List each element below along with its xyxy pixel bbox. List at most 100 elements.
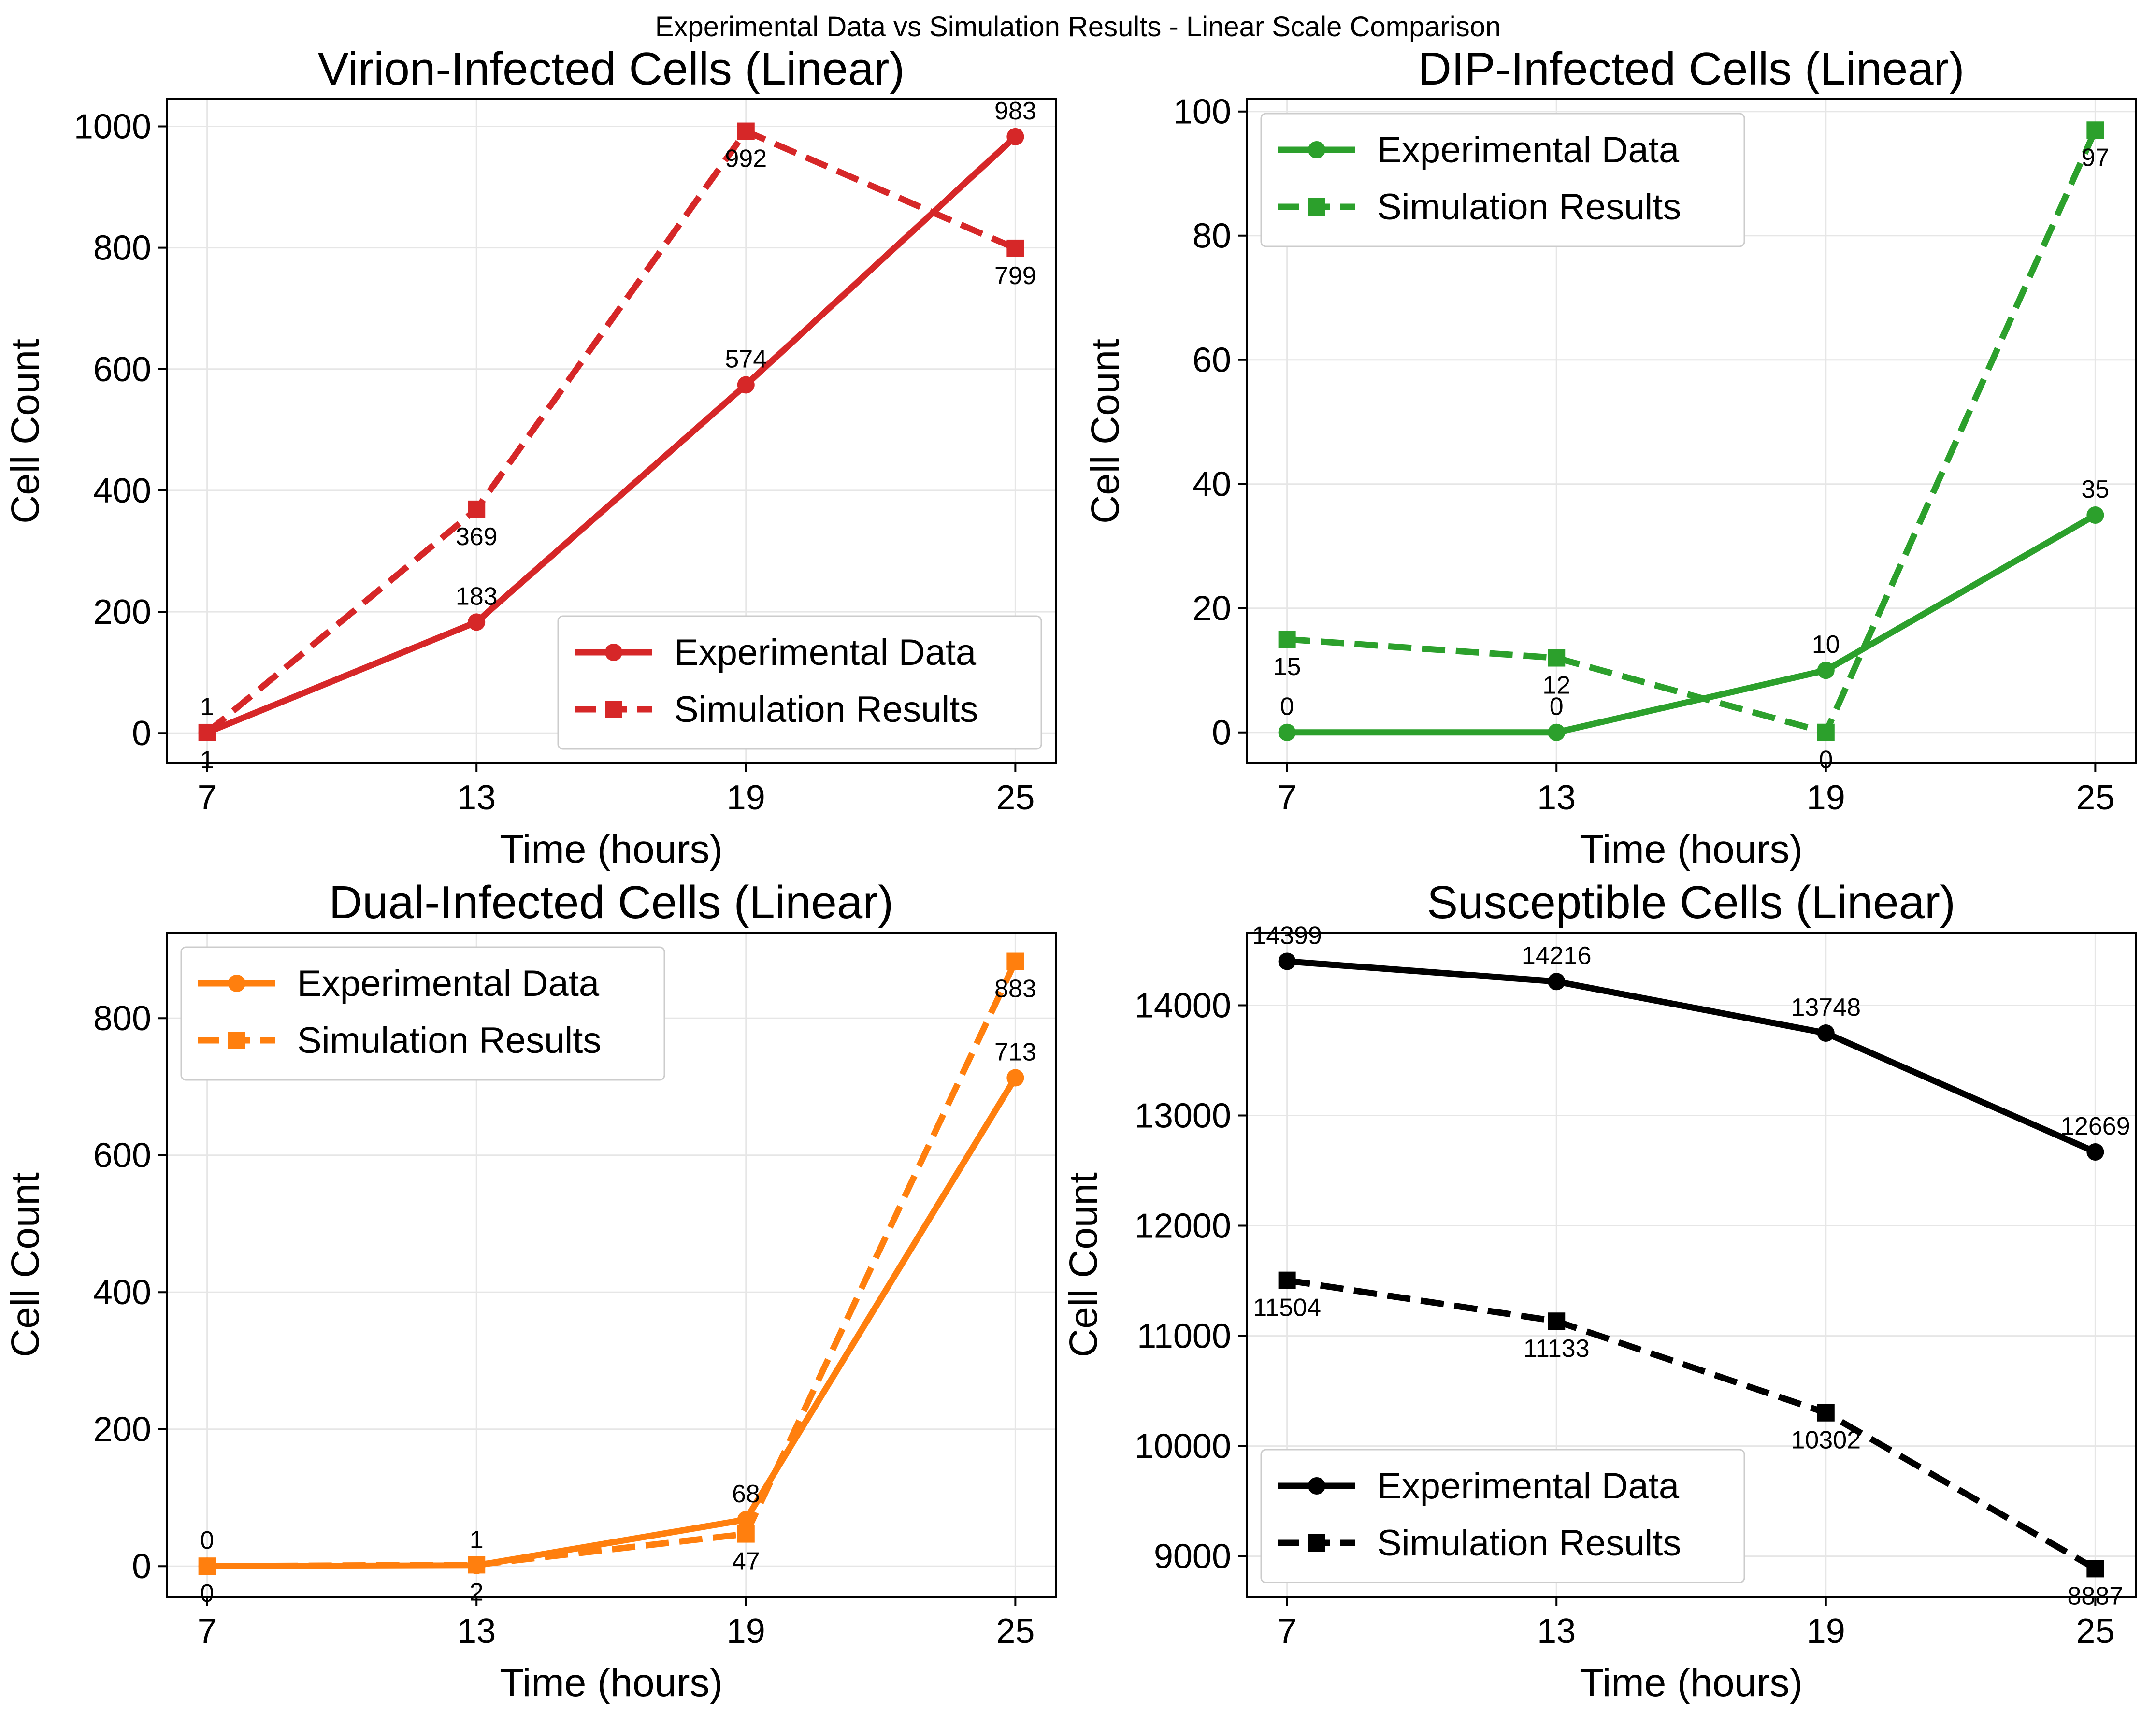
susceptible-data-label: 13748 — [1791, 993, 1861, 1021]
dual-chart-title: Dual-Infected Cells (Linear) — [329, 877, 894, 928]
susceptible-x-tick-label: 19 — [1807, 1612, 1845, 1651]
dual-y-tick-label: 400 — [93, 1273, 151, 1312]
dip-data-label: 10 — [1812, 631, 1840, 659]
dip-axes-frame — [1246, 98, 2137, 764]
dip-y-tick-label: 100 — [1173, 93, 1231, 131]
legend-swatch-marker — [1308, 1477, 1325, 1495]
legend-swatch-marker — [605, 644, 622, 661]
susceptible-data-label: 14216 — [1522, 942, 1592, 970]
dip-x-tick-label: 13 — [1537, 778, 1576, 817]
susceptible-x-tick-label: 25 — [2076, 1612, 2114, 1651]
virion-chart-title: Virion-Infected Cells (Linear) — [318, 43, 905, 95]
virion-data-label: 574 — [725, 345, 767, 373]
dip-series-experimental-line — [1287, 512, 2097, 736]
virion-x-tick-label: 25 — [996, 778, 1035, 817]
susceptible-data-label: 12669 — [2060, 1112, 2130, 1140]
susceptible-experimental-point — [1548, 973, 1566, 991]
susceptible-y-tick-label: 13000 — [1135, 1097, 1231, 1136]
legend-entry-label: Experimental Data — [1377, 129, 1680, 171]
legend-swatch-marker — [1308, 198, 1325, 216]
dip-y-tick-label: 60 — [1193, 341, 1231, 380]
virion-x-tick-label: 13 — [457, 778, 496, 817]
dip-x-axis-label: Time (hours) — [1580, 827, 1803, 871]
dip-y-tick-label: 40 — [1193, 465, 1231, 504]
dual-x-tick-label: 19 — [727, 1612, 765, 1651]
dip-experimental-point — [1278, 723, 1296, 741]
legend-entry-label: Experimental Data — [674, 632, 977, 673]
susceptible-legend: Experimental Data Simulation Results — [1260, 1449, 1745, 1583]
virion-experimental-point — [737, 376, 755, 394]
virion-series-experimental-line — [206, 134, 1018, 735]
virion-simulation-point — [1006, 239, 1024, 257]
dip-data-label: 97 — [2081, 144, 2109, 172]
virion-y-tick-label: 800 — [93, 229, 151, 268]
virion-data-label: 983 — [994, 97, 1036, 125]
dip-simulation-point — [1278, 630, 1296, 648]
susceptible-y-tick-label: 12000 — [1135, 1207, 1231, 1246]
dip-simulation-point — [2086, 121, 2104, 139]
virion-y-tick-label: 0 — [132, 714, 151, 753]
susceptible-chart-title: Susceptible Cells (Linear) — [1427, 877, 1955, 928]
dip-data-label: 12 — [1542, 672, 1570, 700]
susceptible-simulation-point — [2086, 1560, 2104, 1578]
dip-experimental-point — [1817, 662, 1835, 679]
virion-y-tick-label: 600 — [93, 350, 151, 389]
virion-data-label: 992 — [725, 145, 767, 173]
dual-y-tick-label: 600 — [93, 1137, 151, 1175]
susceptible-data-label: 14399 — [1252, 922, 1322, 950]
legend-swatch-marker — [1308, 1534, 1325, 1552]
dip-data-label: 0 — [1280, 693, 1294, 721]
virion-experimental-point — [468, 613, 486, 631]
virion-simulation-point — [468, 500, 486, 518]
dip-data-label: 15 — [1273, 653, 1301, 681]
susceptible-y-tick-label: 11000 — [1137, 1317, 1231, 1356]
dip-series-simulation-line — [1287, 129, 2099, 736]
virion-data-label: 1 — [200, 693, 214, 721]
legend-entry-label: Experimental Data — [297, 963, 600, 1004]
dual-x-tick-label: 13 — [457, 1612, 496, 1651]
virion-y-axis-label: Cell Count — [3, 339, 47, 524]
virion-y-tick-label: 400 — [93, 472, 151, 510]
virion-data-label: 369 — [456, 523, 498, 551]
susceptible-experimental-point — [1278, 952, 1296, 970]
dip-legend: Experimental Data Simulation Results — [1260, 113, 1745, 247]
susceptible-y-tick-label: 9000 — [1154, 1538, 1231, 1576]
legend-box — [1260, 113, 1745, 247]
legend-swatch-marker — [605, 701, 622, 718]
virion-experimental-point — [1006, 128, 1024, 145]
susceptible-series-experimental-line — [1287, 958, 2097, 1155]
susceptible-data-label: 11504 — [1253, 1294, 1321, 1322]
dip-y-tick-label: 20 — [1193, 590, 1231, 628]
susceptible-experimental-point — [2086, 1143, 2104, 1161]
dual-simulation-point — [1006, 952, 1024, 970]
dip-data-label: 35 — [2081, 475, 2109, 504]
dip-simulation-point — [1548, 649, 1566, 667]
susceptible-y-tick-label: 10000 — [1135, 1427, 1231, 1466]
susceptible-simulation-point — [1548, 1312, 1566, 1330]
susceptible-x-axis-label: Time (hours) — [1580, 1661, 1803, 1705]
legend-entry-label: Simulation Results — [1377, 1523, 1681, 1564]
legend-swatch-marker — [228, 975, 245, 992]
dual-simulation-point — [468, 1556, 486, 1574]
virion-series-simulation-line — [205, 128, 1017, 735]
dual-data-label: 713 — [994, 1038, 1036, 1066]
dip-data-label: 0 — [1550, 693, 1564, 721]
dual-simulation-point — [198, 1557, 216, 1575]
dip-x-tick-label: 7 — [1278, 778, 1297, 817]
legend-entry-label: Simulation Results — [674, 689, 978, 730]
legend-box — [1260, 1449, 1745, 1583]
dip-simulation-point — [1817, 723, 1835, 741]
legend-swatch-marker — [228, 1032, 245, 1049]
virion-y-tick-label: 1000 — [74, 108, 151, 146]
susceptible-experimental-point — [1817, 1024, 1835, 1042]
dip-experimental-point — [2086, 506, 2104, 524]
virion-x-tick-label: 7 — [198, 778, 217, 817]
legend-entry-label: Simulation Results — [1377, 187, 1681, 228]
dual-data-label: 68 — [732, 1480, 760, 1508]
susceptible-chart: 1439914216137481266911504111331030288877… — [1062, 877, 2137, 1705]
susceptible-x-tick-label: 7 — [1278, 1612, 1297, 1651]
dual-axes-frame — [166, 932, 1057, 1598]
virion-legend: Experimental Data Simulation Results — [557, 615, 1042, 750]
